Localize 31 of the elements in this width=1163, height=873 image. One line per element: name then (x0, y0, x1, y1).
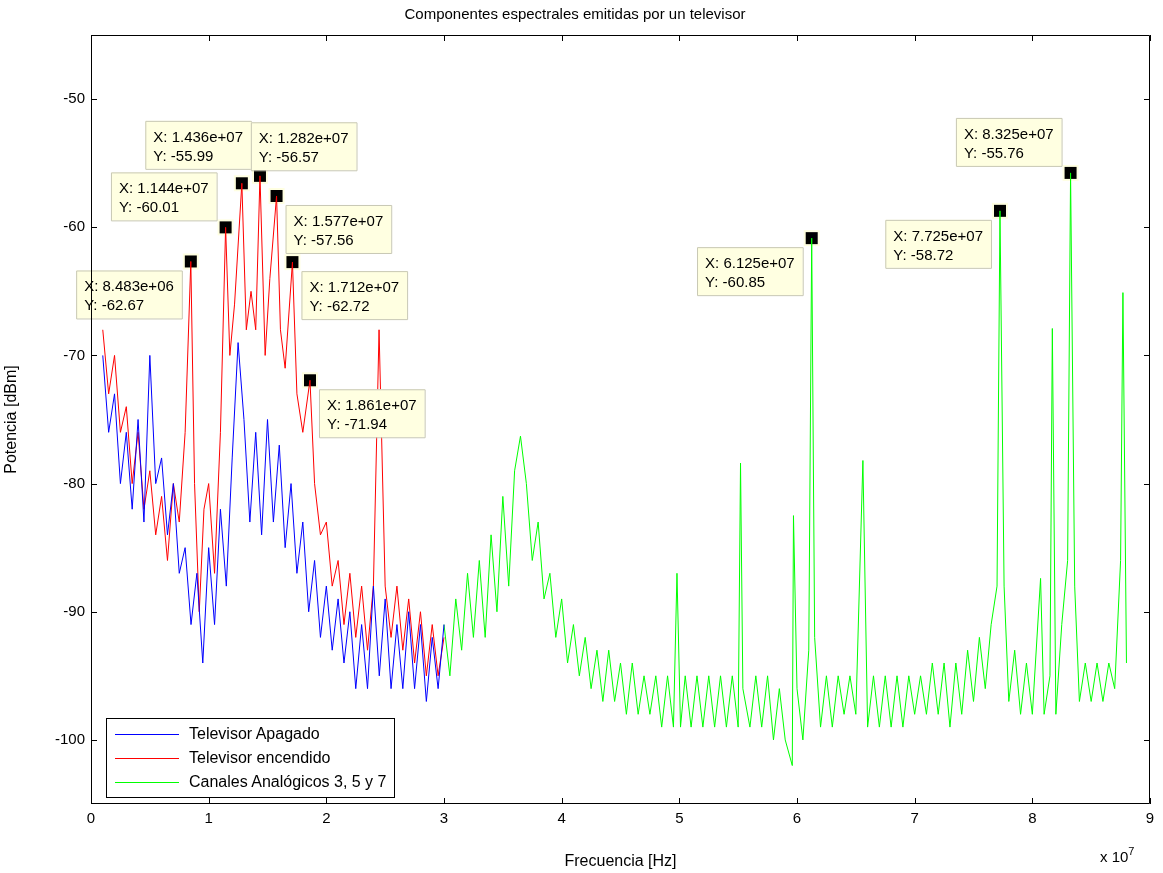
annotation: X: 6.125e+07 Y: -60.85 (705, 254, 795, 291)
y-axis-title: Potencia [dBm] (2, 365, 20, 474)
y-tick-label: -80 (63, 473, 85, 491)
annotation: X: 1.712e+07 Y: -62.72 (309, 278, 400, 315)
x-tick-label: 7 (910, 809, 919, 827)
x-tick-label: 6 (792, 809, 802, 827)
annotation: X: 8.325e+07 Y: -55.76 (963, 124, 1054, 161)
y-tick-label: -60 (63, 217, 85, 235)
chart-title: Componentes espectrales emitidas por un televisor (404, 5, 746, 23)
annotation: X: 1.144e+07 Y: -60.01 (118, 179, 209, 216)
x-tick-label: 9 (1145, 809, 1155, 827)
y-tick-label: -100 (54, 730, 85, 748)
annotation: X: 1.436e+07 Y: -55.99 (153, 127, 243, 164)
legend-label: Canales Analógicos 3, 5 y 7 (189, 773, 387, 791)
legend-label: Televisor Apagado (189, 725, 320, 743)
annotation: X: 1.577e+07 Y: -57.56 (293, 211, 384, 248)
legend-label: Televisor encendido (189, 749, 331, 767)
x-tick-label: 4 (557, 809, 566, 827)
x-tick-label: 1 (204, 809, 213, 827)
y-tick-label: -90 (63, 601, 85, 619)
x-tick-label: 0 (86, 809, 96, 827)
annotation: X: 1.861e+07 Y: -71.94 (326, 396, 417, 433)
y-tick-label: -70 (63, 345, 85, 363)
x-tick-label: 3 (439, 809, 449, 827)
x-tick-label: 2 (322, 809, 331, 827)
x-tick-label: 5 (675, 809, 684, 827)
annotation: X: 1.282e+07 Y: -56.57 (258, 129, 349, 166)
x-tick-label: 8 (1028, 809, 1037, 827)
annotation: X: 7.725e+07 Y: -58.72 (893, 226, 983, 263)
x-axis-title: Frecuencia [Hz] (564, 851, 677, 869)
y-tick-label: -50 (63, 89, 85, 107)
